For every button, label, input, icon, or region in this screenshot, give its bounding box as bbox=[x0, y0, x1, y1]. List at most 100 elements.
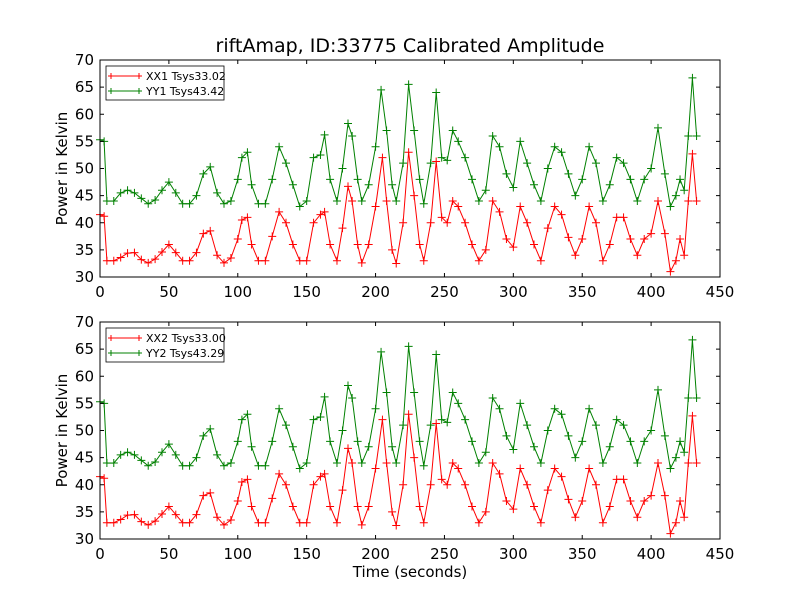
data-point bbox=[332, 518, 341, 527]
data-point bbox=[454, 399, 463, 408]
data-point bbox=[660, 431, 669, 440]
x-tick-label: 0 bbox=[95, 545, 105, 563]
data-point bbox=[571, 453, 580, 462]
data-point bbox=[388, 507, 397, 516]
data-point bbox=[671, 453, 680, 462]
data-point bbox=[243, 475, 252, 484]
data-point bbox=[592, 421, 600, 430]
data-point bbox=[660, 229, 669, 238]
data-point bbox=[692, 131, 701, 140]
data-point bbox=[144, 461, 153, 470]
data-point bbox=[102, 518, 111, 527]
data-point bbox=[130, 248, 139, 257]
data-point bbox=[332, 256, 341, 265]
x-tick-label: 200 bbox=[361, 545, 390, 563]
x-tick-label: 300 bbox=[499, 545, 528, 563]
x-tick-label: 150 bbox=[292, 545, 321, 563]
data-point bbox=[100, 212, 109, 221]
data-point bbox=[502, 431, 511, 440]
data-point bbox=[633, 459, 642, 468]
legend-marker bbox=[136, 88, 142, 94]
legend-label: YY1 Tsys43.42 bbox=[145, 85, 224, 98]
data-point bbox=[654, 123, 662, 132]
data-point bbox=[647, 229, 656, 238]
data-point bbox=[371, 142, 380, 151]
data-point bbox=[598, 197, 607, 206]
data-point bbox=[357, 197, 366, 206]
data-point bbox=[654, 385, 662, 394]
data-point bbox=[144, 199, 153, 208]
data-point bbox=[302, 256, 311, 265]
data-point bbox=[495, 469, 504, 478]
data-point bbox=[684, 197, 693, 206]
data-point bbox=[557, 210, 566, 219]
data-point bbox=[344, 381, 352, 390]
data-point bbox=[692, 393, 701, 402]
data-point bbox=[688, 73, 697, 82]
data-point bbox=[404, 342, 413, 351]
data-point bbox=[536, 256, 545, 265]
data-point bbox=[130, 188, 139, 197]
data-point bbox=[626, 175, 635, 184]
x-tick-label: 0 bbox=[95, 283, 105, 301]
data-point bbox=[654, 459, 662, 468]
data-point bbox=[564, 169, 573, 178]
data-point bbox=[443, 418, 452, 427]
data-point bbox=[338, 486, 347, 495]
data-point bbox=[557, 410, 566, 419]
data-point bbox=[185, 199, 194, 208]
data-point bbox=[550, 202, 559, 211]
data-point bbox=[247, 180, 256, 189]
data-point bbox=[543, 426, 552, 435]
data-point bbox=[151, 255, 160, 264]
legend-marker bbox=[136, 73, 142, 79]
data-point bbox=[619, 159, 628, 168]
data-point bbox=[206, 488, 215, 497]
x-tick-label: 50 bbox=[159, 283, 178, 301]
data-point bbox=[254, 256, 263, 265]
data-point bbox=[592, 480, 600, 489]
x-axis-label: Time (seconds) bbox=[352, 563, 468, 581]
data-point bbox=[288, 442, 297, 451]
data-point bbox=[364, 240, 373, 249]
data-point bbox=[388, 442, 397, 451]
data-point bbox=[437, 475, 446, 484]
y-tick-label: 65 bbox=[75, 340, 94, 358]
data-point bbox=[116, 188, 125, 197]
data-point bbox=[426, 218, 435, 227]
data-point bbox=[371, 404, 380, 413]
data-point bbox=[268, 175, 277, 184]
data-point bbox=[448, 126, 457, 135]
data-point bbox=[432, 350, 441, 359]
data-point bbox=[164, 178, 173, 187]
data-point bbox=[564, 233, 573, 242]
legend-marker bbox=[108, 350, 114, 356]
data-point bbox=[404, 80, 413, 89]
y-tick-label: 60 bbox=[75, 367, 94, 385]
data-point bbox=[666, 267, 675, 276]
data-point bbox=[585, 464, 594, 473]
data-point bbox=[137, 456, 146, 465]
data-point bbox=[598, 518, 607, 527]
data-point bbox=[626, 437, 635, 446]
data-point bbox=[536, 197, 545, 206]
data-point bbox=[392, 521, 401, 530]
data-point bbox=[243, 148, 252, 157]
y-tick-label: 50 bbox=[75, 160, 94, 178]
data-point bbox=[344, 182, 352, 191]
data-point bbox=[261, 256, 270, 265]
data-point bbox=[332, 197, 341, 206]
data-point bbox=[516, 202, 525, 211]
y-axis-label: Power in Kelvin bbox=[53, 112, 71, 226]
data-point bbox=[237, 216, 246, 225]
legend: XX2 Tsys33.00 YY2 Tsys43.29 bbox=[105, 327, 226, 363]
legend-marker bbox=[108, 73, 114, 79]
data-point bbox=[316, 150, 325, 159]
y-tick-label: 30 bbox=[75, 268, 94, 286]
data-point bbox=[302, 197, 311, 206]
series-xx-1 bbox=[96, 148, 701, 276]
data-point bbox=[378, 415, 387, 424]
x-tick-label: 400 bbox=[637, 283, 666, 301]
